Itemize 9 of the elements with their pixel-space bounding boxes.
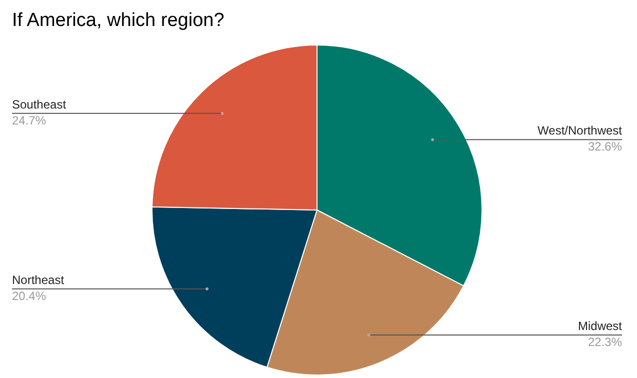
slice-label: Midwest [578, 319, 623, 333]
data-label: 24.7% [12, 113, 46, 128]
data-label: 32.6% [588, 140, 622, 154]
chart-title: If America, which region? [12, 10, 224, 31]
slice-label: Northeast [12, 272, 65, 287]
data-label: 20.4% [12, 288, 46, 303]
data-label: 22.3% [588, 335, 622, 349]
slice-label: Southeast [12, 97, 67, 112]
slice-label: West/Northwest [538, 124, 623, 138]
